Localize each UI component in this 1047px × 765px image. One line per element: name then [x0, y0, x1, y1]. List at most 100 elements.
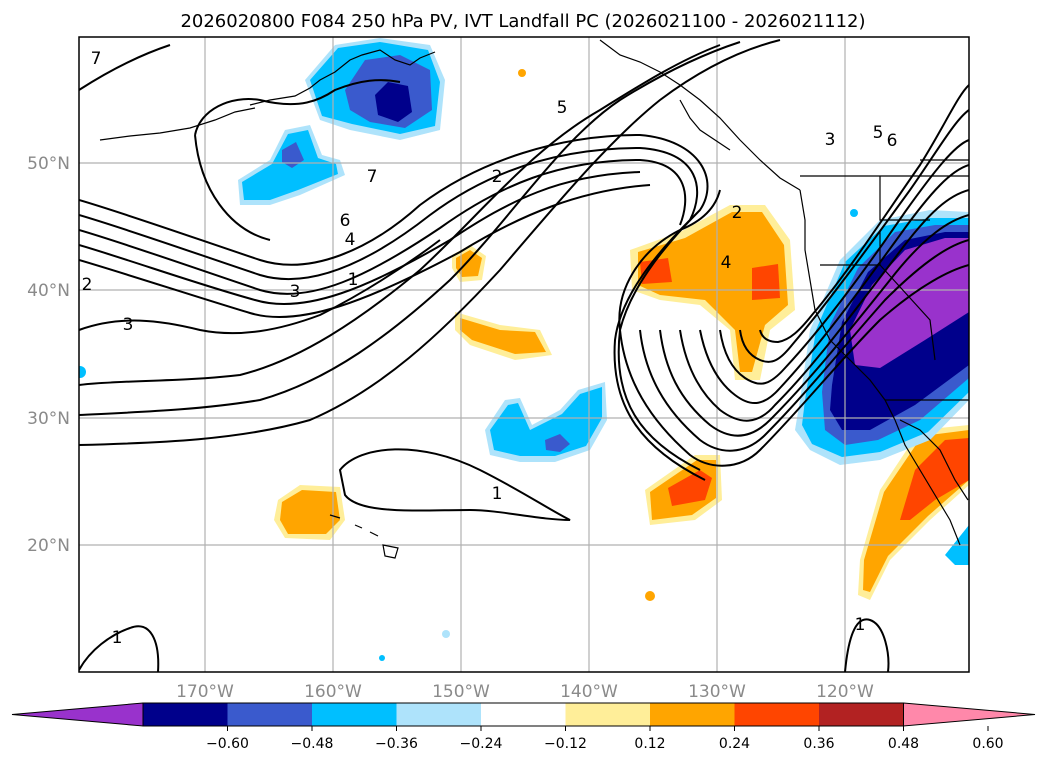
colorbar: −0.60 −0.48 −0.36 −0.24 −0.12 0.12 0.24 0.36 0.4… [11, 702, 1036, 752]
contour-3 [79, 158, 687, 295]
contour-label-6: 6 [887, 131, 898, 151]
colorbar-tick-label: −0.36 [375, 736, 418, 752]
contour-24 [618, 189, 721, 331]
contour-label-3: 2 [492, 167, 503, 187]
lat-tick-labels: 50°N 40°N 30°N 20°N [27, 154, 70, 556]
colorbar-tick-label: 0.60 [972, 736, 1003, 752]
contour-label-8: 6 [340, 211, 351, 231]
shading-red-mexico [900, 438, 969, 520]
colorbar-segment [312, 703, 397, 726]
contour-13 [338, 448, 571, 521]
colorbar-segment [650, 703, 735, 726]
contour-labels: 7 5 2 3 5 6 7 6 4 1 3 2 3 2 4 1 1 1 [82, 49, 898, 648]
contour-label-5: 5 [873, 123, 884, 143]
lon-tick-150w: 150°W [432, 682, 490, 702]
contour-21 [719, 139, 969, 385]
contour-23 [759, 84, 969, 344]
colorbar-tick-label: −0.60 [206, 736, 249, 752]
shading-navy-central [545, 434, 570, 452]
contour-label-14: 2 [732, 203, 743, 223]
coast-aleutians [99, 107, 256, 141]
lat-tick-40n: 40°N [27, 281, 70, 301]
contour-9 [79, 39, 781, 446]
colorbar-segment [819, 703, 904, 726]
contour-22 [739, 109, 969, 363]
shading-purple-california [850, 238, 969, 368]
contour-label-1: 7 [91, 49, 102, 69]
coast-bc [679, 99, 731, 151]
contour-label-18: 1 [855, 615, 866, 635]
coast-canada [599, 39, 801, 191]
lat-tick-30n: 30°N [27, 409, 70, 429]
colorbar-tick-label: 0.48 [888, 736, 919, 752]
colorbar-segment [481, 703, 566, 726]
contour-label-4: 3 [825, 130, 836, 150]
contour-label-15: 4 [721, 253, 732, 273]
contour-7 [79, 44, 721, 386]
contour-label-17: 1 [112, 628, 123, 648]
colorbar-tick-label: 0.12 [634, 736, 665, 752]
lat-tick-50n: 50°N [27, 154, 70, 174]
coast-mexico [899, 419, 969, 501]
contour-label-9: 4 [345, 230, 356, 250]
shading-orange-mid-inner [460, 318, 546, 354]
contour-12 [194, 134, 271, 241]
coast-alaska [249, 49, 436, 106]
colorbar-extend-min [11, 702, 144, 727]
colorbar-outline [142, 702, 904, 727]
lon-tick-120w: 120°W [816, 682, 874, 702]
contour-label-2: 5 [557, 98, 568, 118]
coast-hawaii [329, 514, 399, 559]
negative-ivt-shading [79, 38, 969, 661]
contour-20 [699, 164, 969, 404]
contour-label-12: 2 [82, 275, 93, 295]
contour-18 [659, 214, 969, 437]
contour-8 [79, 41, 741, 416]
colorbar-segment [227, 703, 313, 726]
contour-label-16: 1 [492, 484, 503, 504]
colorbar-segment [143, 703, 228, 726]
contour-11 [194, 79, 401, 136]
contour-10 [79, 44, 171, 91]
colorbar-ticks: −0.60 −0.48 −0.36 −0.24 −0.12 0.12 0.24 0.36 0.4… [206, 726, 1004, 752]
border-states-2 [879, 264, 936, 361]
border-states-3 [879, 176, 930, 221]
shading-orange-coast-inner [638, 212, 788, 372]
contour-label-10: 1 [348, 270, 359, 290]
colorbar-tick-label: −0.24 [460, 736, 503, 752]
lon-tick-labels: 170°W 160°W 150°W 140°W 130°W 120°W [176, 682, 874, 702]
map-content: 7 5 2 3 5 6 7 6 4 1 3 2 3 2 4 1 1 1 [79, 37, 969, 672]
colorbar-segment [396, 703, 482, 726]
lon-tick-140w: 140°W [560, 682, 618, 702]
contour-label-7: 7 [367, 167, 378, 187]
contour-2 [79, 146, 706, 481]
colorbar-segment [565, 703, 651, 726]
colorbar-tick-label: 0.24 [719, 736, 750, 752]
lon-tick-170w: 170°W [176, 682, 234, 702]
contour-label-13: 3 [123, 315, 134, 335]
shading-red-coast-2 [752, 264, 780, 300]
shading-dot-4 [379, 655, 385, 661]
shading-navy-aleut [282, 142, 304, 168]
shading-dot-2 [518, 69, 526, 77]
shading-red-coast-1 [640, 258, 672, 284]
shading-dot-1 [645, 591, 655, 601]
shading-navy-alaska [375, 82, 412, 122]
shading-orange-small-inner [456, 250, 482, 277]
colorbar-tick-label: −0.48 [291, 736, 334, 752]
contour-19 [679, 189, 969, 422]
colorbar-tick-label: 0.36 [803, 736, 834, 752]
shading-dot-3 [442, 630, 450, 638]
lon-tick-130w: 130°W [688, 682, 746, 702]
coast-baja [894, 419, 961, 546]
lat-tick-20n: 20°N [27, 536, 70, 556]
contour-14 [79, 625, 160, 672]
shading-orange-hawaii-inner [280, 490, 340, 534]
colorbar-tick-label: −0.12 [544, 736, 587, 752]
contour-17 [639, 239, 969, 452]
colorbar-extend-max [903, 702, 1036, 727]
contour-6 [79, 239, 441, 335]
shading-blue-central-2 [490, 387, 602, 456]
contour-4 [79, 171, 641, 306]
